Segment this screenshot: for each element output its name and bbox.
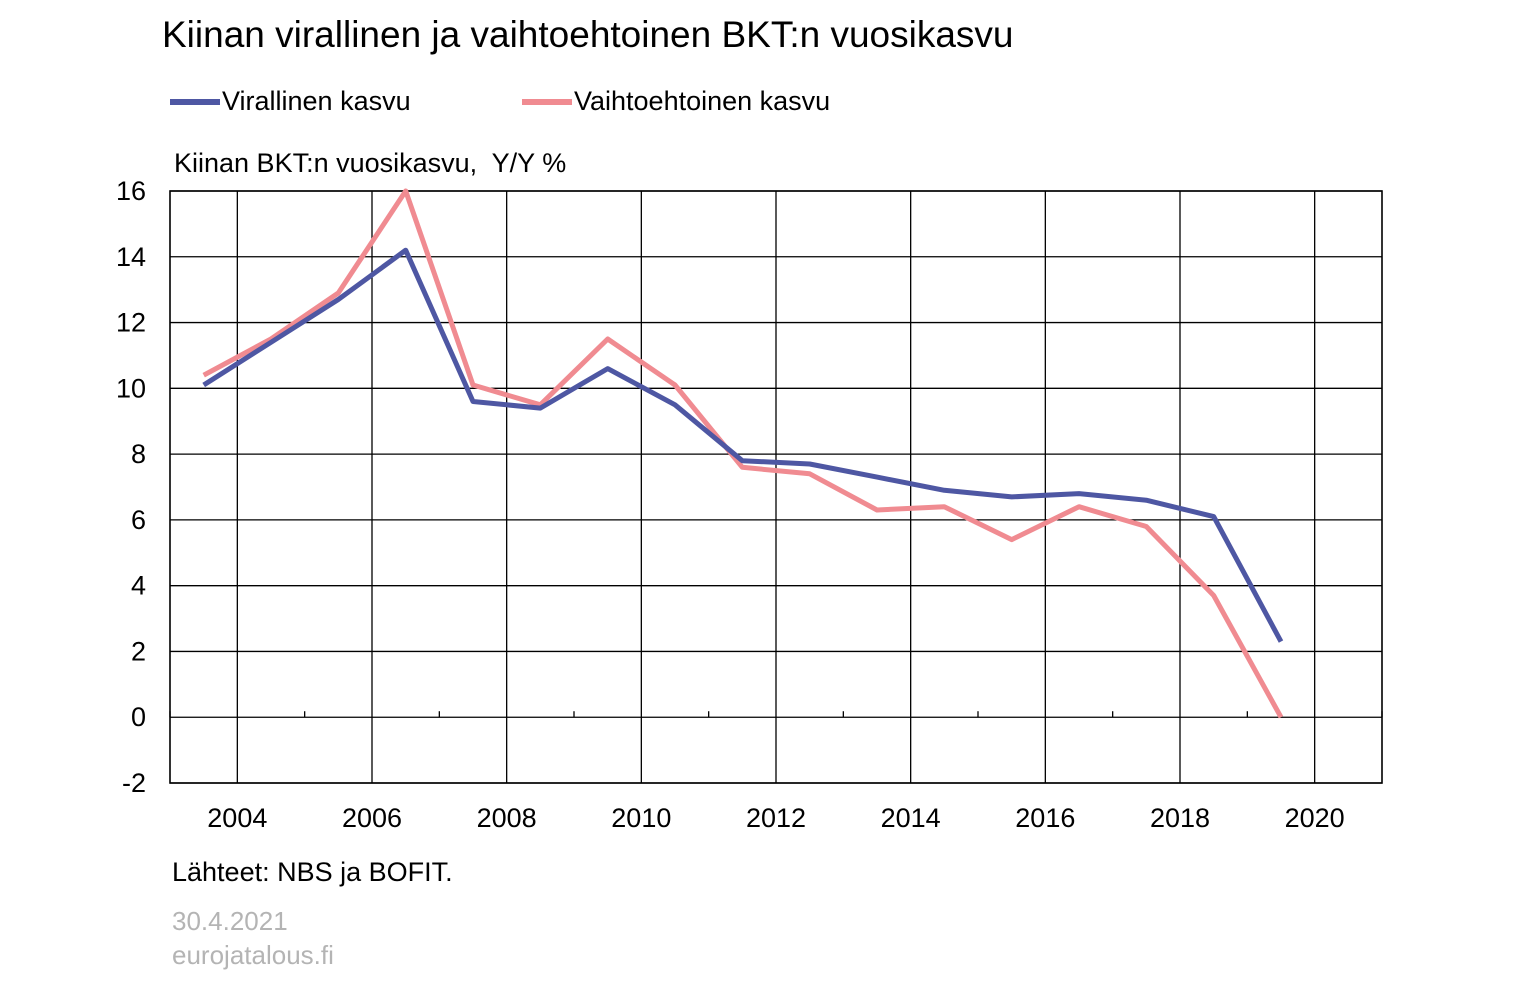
series-line-virallinen <box>202 247 1284 643</box>
plot-border <box>169 190 1383 784</box>
date-stamp: 30.4.2021 <box>172 906 288 936</box>
legend-swatch-vaihtoehtoinen <box>522 98 572 105</box>
x-tick-label: 2004 <box>207 803 267 833</box>
y-tick-label: 8 <box>131 439 146 469</box>
y-tick-label: 16 <box>116 176 146 206</box>
x-tick-label: 2014 <box>881 803 941 833</box>
chart-title: Kiinan virallinen ja vaihtoehtoinen BKT:… <box>162 14 1014 55</box>
x-tick-label: 2006 <box>342 803 402 833</box>
legend-swatch-virallinen <box>170 98 220 105</box>
y-axis-label: Kiinan BKT:n vuosikasvu, Y/Y % <box>174 148 567 178</box>
y-tick-label: -2 <box>122 768 146 798</box>
x-tick-label: 2018 <box>1150 803 1210 833</box>
y-tick-label: 10 <box>116 373 146 403</box>
x-tick-label: 2016 <box>1015 803 1075 833</box>
x-tick-label: 2012 <box>746 803 806 833</box>
y-tick-label: 12 <box>116 308 146 338</box>
legend-item-vaihtoehtoinen: Vaihtoehtoinen kasvu <box>522 86 830 117</box>
x-tick-label: 2008 <box>477 803 537 833</box>
source-note: Lähteet: NBS ja BOFIT. <box>172 857 453 887</box>
x-tick-label: 2010 <box>611 803 671 833</box>
legend-item-virallinen: Virallinen kasvu <box>170 86 411 117</box>
y-tick-label: 4 <box>131 571 146 601</box>
x-tick-label: 2020 <box>1285 803 1345 833</box>
y-tick-label: 14 <box>116 242 146 272</box>
legend-label-virallinen: Virallinen kasvu <box>222 86 411 116</box>
y-tick-label: 2 <box>131 636 146 666</box>
site-stamp: eurojatalous.fi <box>172 940 334 970</box>
series-line-vaihtoehtoinen <box>202 188 1284 719</box>
legend-label-vaihtoehtoinen: Vaihtoehtoinen kasvu <box>574 86 831 116</box>
y-tick-label: 6 <box>131 505 146 535</box>
y-tick-label: 0 <box>131 702 146 732</box>
